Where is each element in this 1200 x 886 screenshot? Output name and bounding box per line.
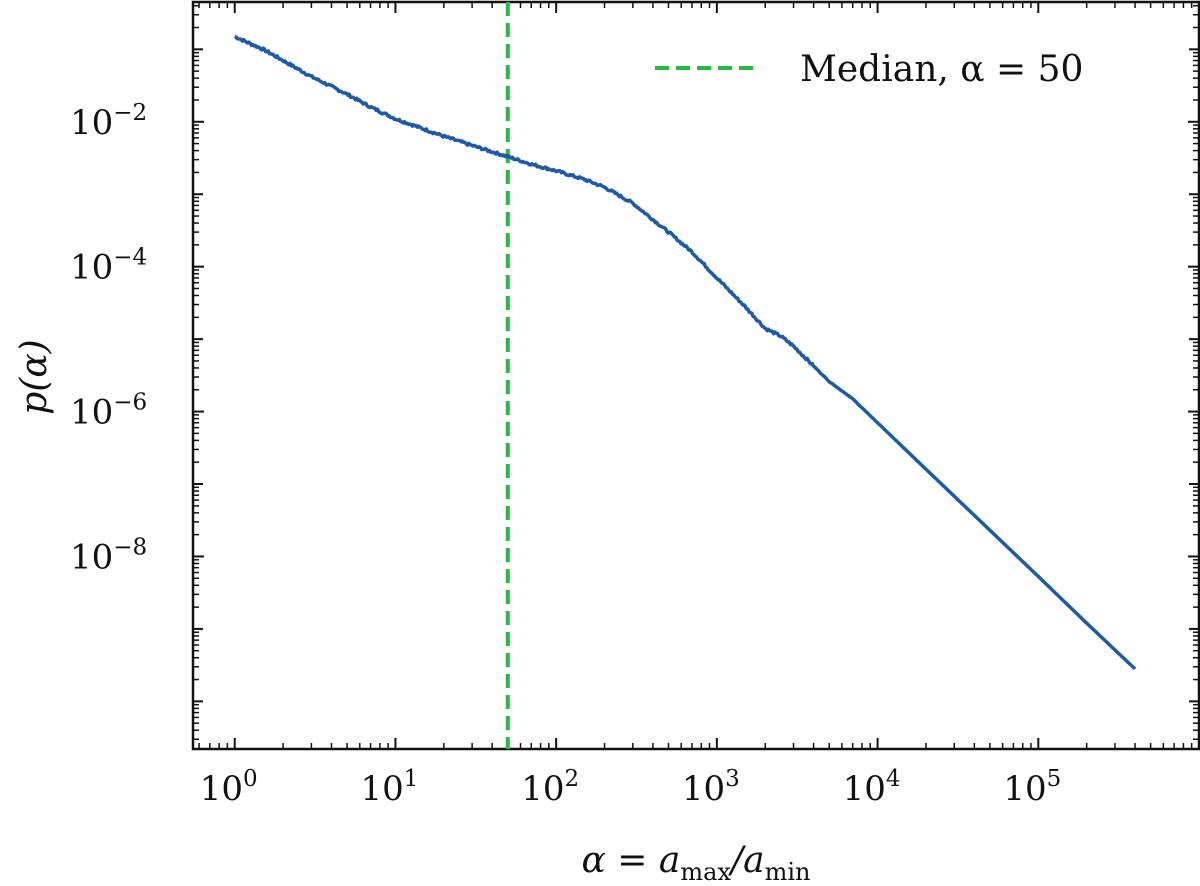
y-tick-label: 10−6	[70, 390, 147, 433]
legend-label: Median, α = 50	[800, 49, 1083, 90]
x-tick-label: 103	[682, 766, 740, 809]
y-tick-label: 10−4	[70, 245, 147, 288]
x-tick-label: 101	[360, 766, 418, 809]
x-tick-labels: 100 101 102 103 104 105	[200, 766, 1061, 809]
x-tick-label: 105	[1003, 766, 1061, 809]
y-axis-label: p(α)	[14, 339, 55, 414]
plot-frame	[191, 0, 1200, 751]
x-tick-label: 100	[200, 766, 258, 809]
legend: Median, α = 50	[655, 49, 1083, 90]
major-ticks	[193, 2, 1199, 749]
minor-ticks	[193, 2, 1199, 749]
y-tick-label: 10−8	[70, 534, 147, 577]
y-tick-labels: 10−2 10−4 10−6 10−8	[70, 100, 147, 578]
x-tick-label: 104	[843, 766, 901, 809]
x-tick-label: 102	[521, 766, 579, 809]
y-tick-label: 10−2	[70, 100, 147, 143]
series-line-p-alpha	[234, 34, 1137, 671]
x-axis-label: α = amax/amin	[582, 840, 811, 886]
